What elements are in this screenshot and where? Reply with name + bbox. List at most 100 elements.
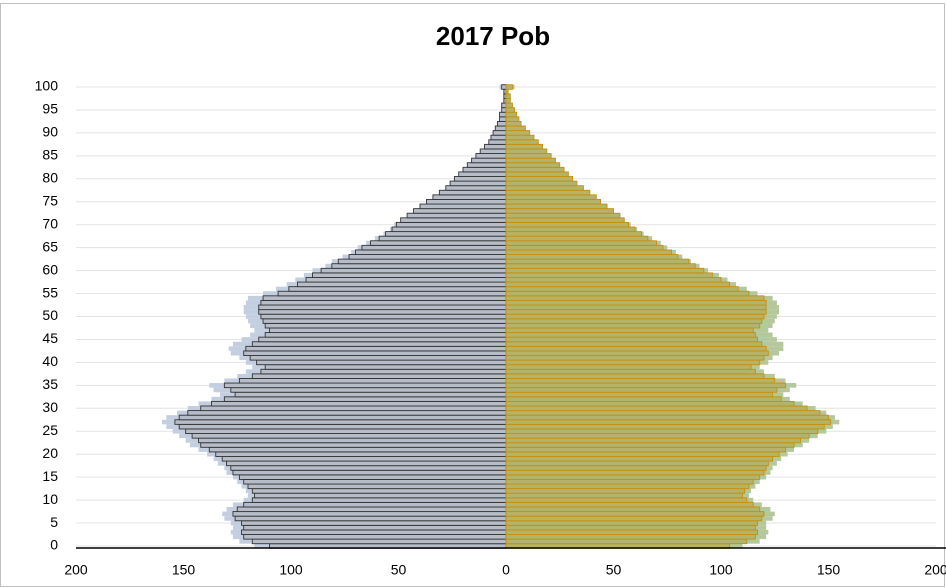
bar bbox=[505, 208, 614, 214]
y-tick-label: 5 bbox=[50, 514, 58, 530]
bar bbox=[505, 166, 565, 173]
y-tick-label: 60 bbox=[42, 261, 58, 277]
bar bbox=[256, 359, 507, 366]
bar bbox=[505, 258, 690, 265]
y-tick-label: 0 bbox=[50, 537, 58, 553]
bar bbox=[505, 281, 731, 288]
bar bbox=[505, 410, 821, 416]
bar bbox=[449, 180, 507, 187]
bar bbox=[251, 497, 507, 503]
bar bbox=[505, 318, 763, 324]
bar bbox=[262, 295, 507, 301]
bar bbox=[223, 382, 507, 389]
bar bbox=[391, 226, 507, 233]
bar bbox=[496, 120, 507, 127]
bar bbox=[305, 277, 507, 283]
bar bbox=[505, 529, 759, 535]
bar bbox=[505, 433, 810, 439]
x-tick-label: 50 bbox=[391, 562, 407, 578]
bar bbox=[178, 423, 507, 430]
bar bbox=[505, 515, 763, 522]
y-tick-label: 55 bbox=[42, 284, 58, 300]
bar bbox=[505, 414, 829, 421]
bar bbox=[505, 419, 832, 425]
x-tick-label: 100 bbox=[709, 562, 733, 578]
bar bbox=[505, 240, 657, 246]
bar bbox=[505, 511, 765, 517]
bar bbox=[505, 235, 649, 242]
bar bbox=[505, 290, 750, 297]
bar bbox=[505, 84, 513, 90]
bar bbox=[505, 368, 756, 375]
x-tick-label: 200 bbox=[924, 562, 946, 578]
bar bbox=[505, 478, 754, 485]
bar bbox=[505, 244, 664, 251]
bar bbox=[247, 483, 507, 490]
chart-title: 2017 Pob bbox=[436, 21, 550, 51]
bar bbox=[499, 116, 507, 122]
bar bbox=[210, 400, 507, 407]
bar bbox=[288, 286, 507, 292]
bar bbox=[505, 102, 513, 109]
bar bbox=[505, 185, 584, 191]
bar bbox=[471, 157, 507, 164]
bar bbox=[419, 203, 507, 210]
bar bbox=[492, 130, 507, 136]
bar bbox=[505, 345, 767, 352]
bar bbox=[505, 465, 767, 471]
bar bbox=[505, 116, 520, 122]
bar bbox=[505, 497, 748, 503]
bar bbox=[426, 199, 507, 205]
bar bbox=[185, 428, 507, 434]
bar bbox=[258, 336, 507, 343]
bar bbox=[232, 469, 507, 476]
bar bbox=[505, 355, 765, 361]
bar bbox=[505, 171, 569, 177]
bar bbox=[249, 355, 507, 361]
bar bbox=[245, 345, 507, 352]
bar bbox=[505, 336, 759, 343]
bar bbox=[505, 405, 808, 412]
bar bbox=[505, 199, 602, 205]
bar bbox=[243, 501, 507, 508]
bar bbox=[505, 359, 761, 366]
bar bbox=[178, 414, 507, 421]
bar bbox=[505, 111, 518, 118]
bar bbox=[505, 134, 535, 141]
bar bbox=[230, 465, 507, 471]
bar bbox=[505, 254, 679, 260]
bar bbox=[505, 130, 531, 136]
y-tick-label: 100 bbox=[35, 78, 59, 94]
y-tick-label: 70 bbox=[42, 215, 58, 231]
bar bbox=[187, 410, 507, 416]
bar bbox=[505, 501, 754, 508]
bar bbox=[505, 107, 516, 113]
y-tick-label: 90 bbox=[42, 124, 58, 140]
x-tick-label: 100 bbox=[279, 562, 303, 578]
bar bbox=[466, 162, 507, 168]
bar bbox=[505, 474, 761, 480]
bar bbox=[243, 350, 507, 356]
y-tick-label: 95 bbox=[42, 101, 58, 117]
bar bbox=[505, 451, 780, 457]
bar bbox=[505, 139, 539, 145]
bar bbox=[505, 442, 795, 448]
y-tick-label: 15 bbox=[42, 468, 58, 484]
bar bbox=[226, 460, 507, 467]
x-tick-label: 0 bbox=[502, 562, 510, 578]
bar bbox=[200, 442, 507, 448]
x-tick-label: 50 bbox=[606, 562, 622, 578]
bar bbox=[505, 400, 795, 407]
bar bbox=[458, 171, 507, 177]
bar bbox=[251, 341, 507, 347]
y-tick-label: 65 bbox=[42, 238, 58, 254]
bar bbox=[505, 437, 801, 444]
bar bbox=[505, 428, 819, 434]
bar bbox=[243, 478, 507, 485]
bar bbox=[499, 111, 507, 118]
bar bbox=[236, 506, 507, 513]
bar bbox=[264, 332, 507, 338]
bar bbox=[191, 433, 507, 439]
bar bbox=[223, 396, 507, 402]
bar bbox=[198, 437, 507, 444]
